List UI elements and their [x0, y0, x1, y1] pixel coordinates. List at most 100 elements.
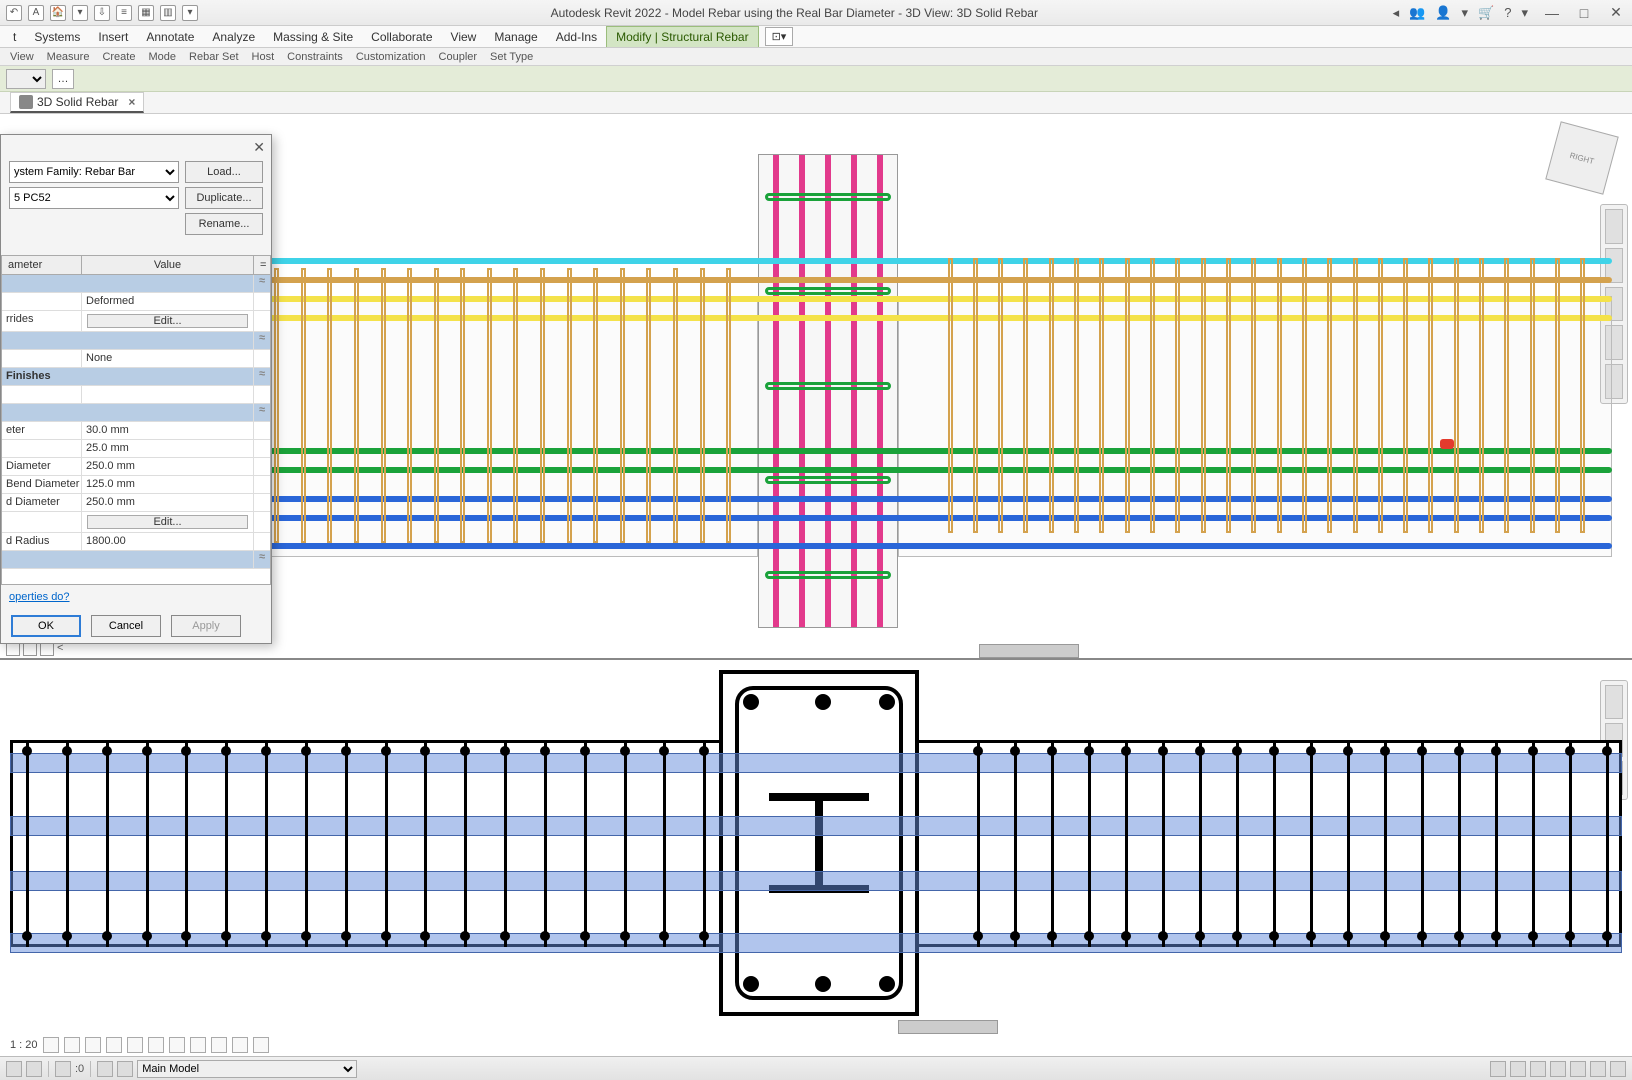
- close-button[interactable]: ✕: [1600, 4, 1632, 21]
- grid-row[interactable]: Diameter250.0 mm: [2, 458, 270, 476]
- edit-button[interactable]: Edit...: [87, 515, 248, 529]
- scrollbar-plan[interactable]: [898, 1020, 998, 1034]
- grid-row[interactable]: d Diameter250.0 mm: [2, 494, 270, 512]
- qat-home-icon[interactable]: 🏠: [50, 5, 66, 21]
- grid-row[interactable]: Bend Diameter125.0 mm: [2, 476, 270, 494]
- grid-section-header[interactable]: Finishes≈: [2, 368, 270, 386]
- tab-systems[interactable]: Systems: [25, 27, 89, 47]
- status-filter-icon[interactable]: [1550, 1061, 1566, 1077]
- maximize-button[interactable]: □: [1568, 5, 1600, 21]
- tab-architecture[interactable]: t: [4, 27, 25, 47]
- status-filter-icon[interactable]: [1590, 1061, 1606, 1077]
- grid-row[interactable]: d Radius1800.00: [2, 533, 270, 551]
- status-worksets-icon[interactable]: [55, 1061, 71, 1077]
- tab-insert[interactable]: Insert: [89, 27, 137, 47]
- grid-section-header[interactable]: ≈: [2, 275, 270, 293]
- grid-section-header[interactable]: ≈: [2, 404, 270, 422]
- tab-analyze[interactable]: Analyze: [203, 27, 264, 47]
- vc-temp-icon[interactable]: [190, 1037, 206, 1053]
- ok-button[interactable]: OK: [11, 615, 81, 637]
- rename-button[interactable]: Rename...: [185, 213, 263, 235]
- options-dropdown[interactable]: [6, 69, 46, 89]
- grid-row[interactable]: Deformed: [2, 293, 270, 311]
- status-filter-icon[interactable]: [1530, 1061, 1546, 1077]
- grid-section-header[interactable]: ≈: [2, 332, 270, 350]
- qat-arrow-icon[interactable]: ⇩: [94, 5, 110, 21]
- apply-button[interactable]: Apply: [171, 615, 241, 637]
- tab-manage[interactable]: Manage: [485, 27, 546, 47]
- qat-align-icon[interactable]: ≡: [116, 5, 132, 21]
- view-scale[interactable]: 1 : 20: [10, 1039, 38, 1051]
- vc-analytical-icon[interactable]: [253, 1037, 269, 1053]
- vc-icon[interactable]: [40, 642, 54, 656]
- qat-tile1-icon[interactable]: ▦: [138, 5, 154, 21]
- load-button[interactable]: Load...: [185, 161, 263, 183]
- vc-detail-icon[interactable]: [43, 1037, 59, 1053]
- tab-massing[interactable]: Massing & Site: [264, 27, 362, 47]
- selected-bar[interactable]: [10, 871, 1622, 891]
- cart-icon[interactable]: 🛒: [1478, 5, 1494, 21]
- qat-undo-icon[interactable]: ↶: [6, 5, 22, 21]
- grid-row[interactable]: eter30.0 mm: [2, 422, 270, 440]
- user-icon[interactable]: 👤: [1435, 5, 1451, 21]
- scrollbar-3d[interactable]: [979, 644, 1079, 658]
- grid-row[interactable]: None: [2, 350, 270, 368]
- col-parameter[interactable]: ameter: [2, 256, 82, 274]
- vc-lock-icon[interactable]: [169, 1037, 185, 1053]
- qat-dropdown-icon[interactable]: ▾: [72, 5, 88, 21]
- duplicate-button[interactable]: Duplicate...: [185, 187, 263, 209]
- status-select-icon[interactable]: [26, 1061, 42, 1077]
- view-plan[interactable]: 1 : 20: [0, 660, 1632, 1056]
- tab-view[interactable]: View: [442, 27, 486, 47]
- tab-collaborate[interactable]: Collaborate: [362, 27, 441, 47]
- family-dropdown[interactable]: ystem Family: Rebar Bar: [9, 161, 179, 183]
- selected-bar[interactable]: [10, 816, 1622, 836]
- main-model-dropdown[interactable]: Main Model: [137, 1060, 357, 1078]
- status-filter-icon[interactable]: [1610, 1061, 1626, 1077]
- vc-shadow-icon[interactable]: [106, 1037, 122, 1053]
- type-dropdown[interactable]: 5 PC52: [9, 187, 179, 209]
- grid-section-header[interactable]: ≈: [2, 551, 270, 569]
- status-filter-icon[interactable]: [1490, 1061, 1506, 1077]
- cancel-button[interactable]: Cancel: [91, 615, 161, 637]
- grid-row[interactable]: Edit...: [2, 512, 270, 533]
- nav-back-icon[interactable]: ◂: [1393, 5, 1400, 21]
- group-icon[interactable]: 👥: [1409, 5, 1425, 21]
- filter-button[interactable]: ⊡▾: [765, 27, 794, 46]
- vc-constraints-icon[interactable]: [232, 1037, 248, 1053]
- dialog-close-icon[interactable]: ✕: [253, 139, 265, 156]
- dialog-titlebar[interactable]: ✕: [1, 135, 271, 159]
- qat-text-icon[interactable]: A: [28, 5, 44, 21]
- grid-row[interactable]: rridesEdit...: [2, 311, 270, 332]
- status-select-icon[interactable]: [6, 1061, 22, 1077]
- grid-row[interactable]: [2, 386, 270, 404]
- col-value[interactable]: Value: [82, 256, 254, 274]
- status-editreq-icon[interactable]: [97, 1061, 113, 1077]
- user-dropdown-icon[interactable]: ▾: [1462, 5, 1469, 21]
- view-tab-3d-solid-rebar[interactable]: 3D Solid Rebar ×: [10, 92, 144, 113]
- view-tab-close[interactable]: ×: [128, 95, 135, 109]
- vc-style-icon[interactable]: [64, 1037, 80, 1053]
- edit-button[interactable]: Edit...: [87, 314, 248, 328]
- vc-sun-icon[interactable]: [85, 1037, 101, 1053]
- qat-tile2-icon[interactable]: ▥: [160, 5, 176, 21]
- properties-grid[interactable]: ≈DeformedrridesEdit...≈NoneFinishes≈≈ete…: [1, 275, 271, 585]
- vc-crop-icon[interactable]: [127, 1037, 143, 1053]
- tab-modify-rebar[interactable]: Modify | Structural Rebar: [606, 26, 759, 47]
- tab-annotate[interactable]: Annotate: [137, 27, 203, 47]
- qat-more-icon[interactable]: ▾: [182, 5, 198, 21]
- vc-cropshow-icon[interactable]: [148, 1037, 164, 1053]
- status-filter-icon[interactable]: [1570, 1061, 1586, 1077]
- vc-icon[interactable]: [6, 642, 20, 656]
- help-link[interactable]: operties do?: [1, 585, 271, 609]
- status-editreq-icon[interactable]: [117, 1061, 133, 1077]
- options-button[interactable]: …: [52, 69, 74, 89]
- grid-row[interactable]: 25.0 mm: [2, 440, 270, 458]
- help-icon[interactable]: ?: [1504, 5, 1511, 20]
- tab-addins[interactable]: Add-Ins: [547, 27, 606, 47]
- vc-reveal-icon[interactable]: [211, 1037, 227, 1053]
- help-dropdown-icon[interactable]: ▾: [1521, 5, 1528, 21]
- minimize-button[interactable]: —: [1536, 5, 1568, 21]
- selected-bar[interactable]: [10, 753, 1622, 773]
- vc-icon[interactable]: [23, 642, 37, 656]
